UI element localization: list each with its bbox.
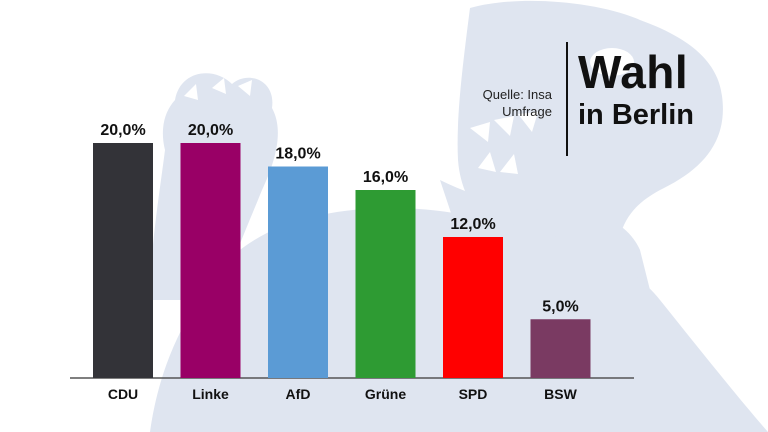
bar-bsw: [530, 319, 591, 378]
value-label: 20,0%: [188, 122, 233, 139]
source-line-1: Quelle: Insa: [482, 87, 552, 102]
category-label: AfD: [286, 386, 311, 402]
source-line-2: Umfrage: [502, 104, 552, 119]
chart-title: Wahl: [578, 46, 689, 98]
bar-linke: [180, 143, 241, 378]
bar-gr-ne: [355, 190, 416, 378]
title-block: Wahl in Berlin: [566, 42, 694, 156]
chart-subtitle: in Berlin: [578, 99, 695, 131]
category-label: CDU: [108, 386, 138, 402]
category-label: BSW: [544, 386, 577, 402]
source-note: Quelle: Insa Umfrage: [450, 86, 552, 120]
value-label: 20,0%: [100, 122, 145, 139]
value-label: 18,0%: [275, 146, 320, 163]
bar-spd: [443, 237, 503, 378]
category-label: Grüne: [365, 386, 406, 402]
value-label: 12,0%: [450, 216, 495, 233]
category-label: SPD: [459, 386, 488, 402]
bar-afd: [268, 166, 328, 378]
category-label: Linke: [192, 386, 229, 402]
value-label: 16,0%: [363, 169, 408, 186]
value-label: 5,0%: [542, 298, 578, 315]
bar-cdu: [93, 143, 153, 378]
